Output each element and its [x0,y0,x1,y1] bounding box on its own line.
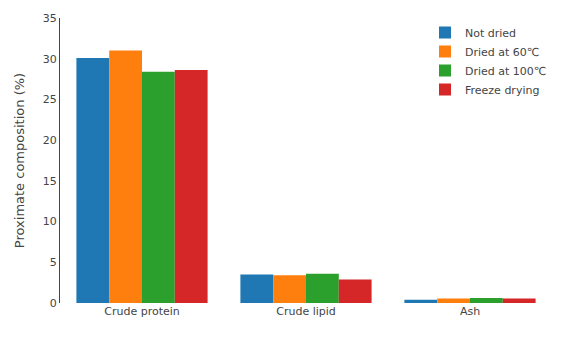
svg-text:5: 5 [50,256,57,269]
svg-text:15: 15 [43,175,57,188]
svg-text:30: 30 [43,53,57,66]
svg-text:Dried at 100℃: Dried at 100℃ [465,65,546,78]
svg-text:Crude lipid: Crude lipid [276,305,336,318]
svg-text:0: 0 [50,297,57,310]
svg-text:Proximate composition (%): Proximate composition (%) [12,73,27,248]
svg-text:Crude protein: Crude protein [104,305,180,318]
svg-text:20: 20 [43,134,57,147]
svg-text:Freeze drying: Freeze drying [465,84,539,97]
svg-text:10: 10 [43,215,57,228]
svg-text:Ash: Ash [460,305,480,318]
svg-text:25: 25 [43,93,57,106]
svg-text:Not dried: Not dried [465,27,516,40]
svg-text:35: 35 [43,12,57,25]
svg-text:Dried at 60℃: Dried at 60℃ [465,46,539,59]
